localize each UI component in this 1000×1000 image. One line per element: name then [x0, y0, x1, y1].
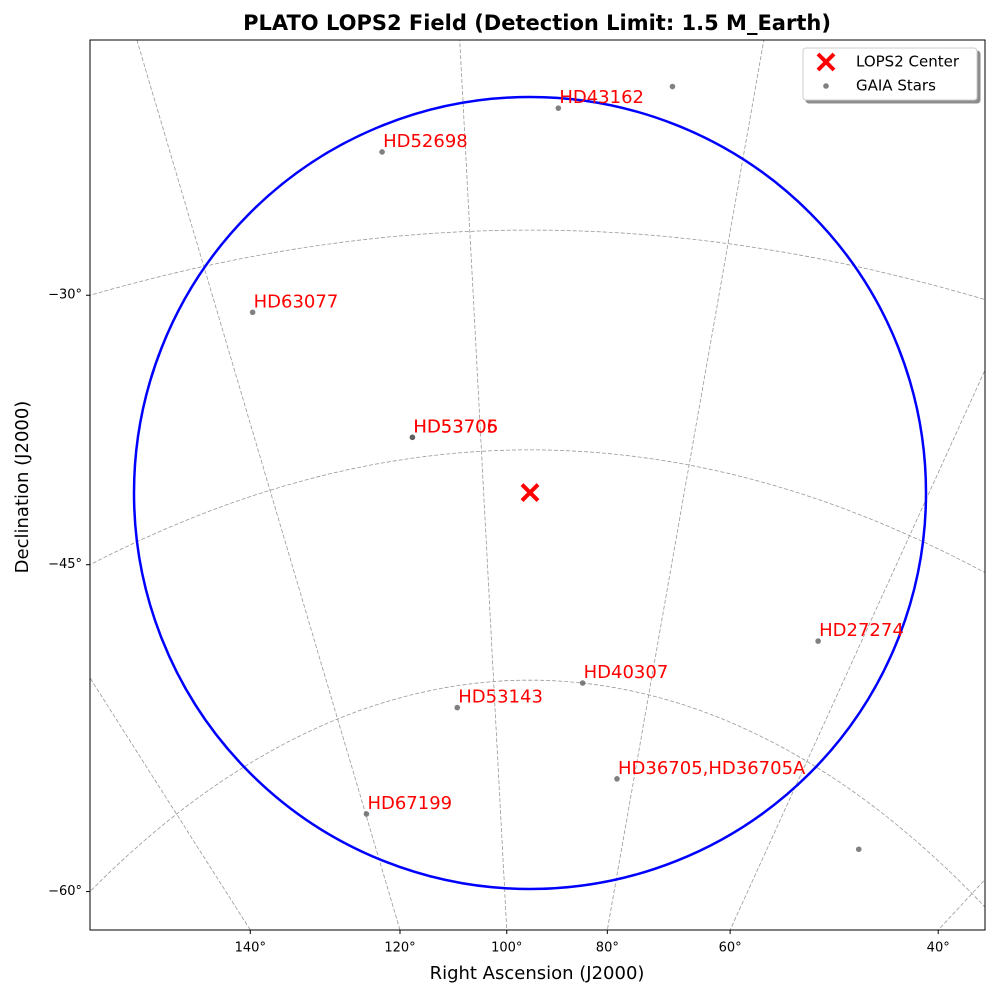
y-tick-label: −30° [48, 288, 82, 303]
grid-line [90, 229, 985, 301]
y-tick-label: −45° [48, 557, 82, 572]
star [363, 811, 370, 817]
star [815, 638, 821, 644]
grid-line [459, 40, 508, 930]
star-label: HD43162 [559, 87, 644, 108]
star-label: HD27274 [819, 620, 904, 641]
x-axis-label: Right Ascension (J2000) [430, 963, 645, 984]
chart-title: PLATO LOPS2 Field (Detection Limit: 1.5 … [243, 11, 831, 35]
star-label: HD40307 [584, 662, 669, 683]
grid-line [937, 878, 985, 930]
x-tick-label: 40° [927, 941, 950, 956]
star [540, 929, 542, 930]
grid-line [136, 40, 401, 930]
star [614, 776, 620, 782]
legend-box [802, 47, 978, 101]
star [249, 309, 256, 316]
star-label: HD67199 [367, 793, 452, 814]
star [409, 434, 416, 441]
ticks: 140° 120° 100° 80° 60° 40° −30° −45° −60° [48, 288, 950, 956]
center-marker [520, 483, 540, 503]
star [379, 149, 385, 155]
x-tick-label: 140° [235, 941, 266, 956]
legend-label: GAIA Stars [856, 77, 936, 95]
legend: LOPS2 Center GAIA Stars [802, 47, 978, 101]
star-label: HD53143 [458, 687, 543, 708]
star-label: HD52698 [383, 131, 468, 152]
grid-line [729, 369, 985, 930]
star [454, 704, 461, 711]
star [555, 105, 562, 111]
star [669, 83, 676, 90]
legend-marker [816, 52, 836, 72]
y-axis-label: Declination (J2000) [12, 401, 33, 574]
x-tick-label: 100° [491, 941, 522, 956]
star-label: HD53705 [413, 416, 498, 437]
legend-label: LOPS2 Center [856, 53, 960, 71]
y-tick-label: −60° [48, 884, 82, 899]
plot-frame [89, 39, 986, 931]
star-label: HD36705,HD36705A [618, 758, 806, 779]
x-tick-label: 60° [719, 941, 742, 956]
x-tick-label: 120° [384, 941, 415, 956]
legend-marker [823, 83, 829, 89]
star [579, 680, 586, 686]
star-label: HD63077 [254, 291, 339, 312]
grid-line [90, 679, 985, 908]
grid-line [606, 40, 765, 930]
star-label: HD53706 [413, 416, 498, 437]
field-circle [132, 95, 928, 891]
star [855, 846, 862, 853]
x-tick-label: 80° [596, 941, 619, 956]
